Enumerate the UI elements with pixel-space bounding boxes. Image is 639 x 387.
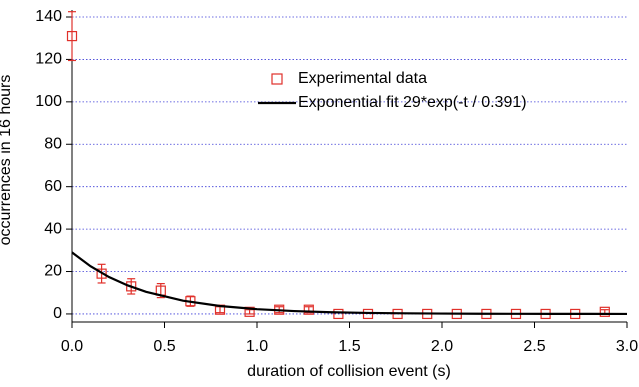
legend-marker [271, 73, 283, 85]
x-tick-label: 3.0 [616, 338, 638, 355]
data-point [244, 306, 255, 317]
error-bar [245, 309, 254, 315]
x-tick-label: 2.0 [431, 338, 453, 355]
x-tick-label: 1.5 [338, 338, 360, 355]
fit-line [71, 251, 628, 316]
y-tick-label: 0 [53, 305, 62, 322]
x-axis-label: duration of collision event (s) [247, 363, 451, 380]
data-point [126, 281, 137, 292]
x-tick-label: 0.0 [61, 338, 83, 355]
legend-label: Exponential fit 29*exp(-t / 0.391) [298, 94, 527, 111]
x-tick-label: 2.5 [523, 338, 545, 355]
y-tick-label: 120 [35, 51, 62, 68]
error-bar [68, 11, 76, 62]
x-tick-label: 0.5 [153, 338, 175, 355]
y-tick-label: 60 [44, 178, 62, 195]
y-tick-label: 20 [44, 263, 62, 280]
y-tick-label: 140 [35, 8, 62, 25]
y-tick-label: 100 [35, 93, 62, 110]
x-tick-label: 1.0 [246, 338, 268, 355]
y-axis-label: occurrences in 16 hours [0, 75, 14, 246]
y-tick-label: 80 [44, 135, 62, 152]
data-point [303, 304, 314, 315]
error-bar [216, 306, 224, 314]
data-point [599, 306, 610, 317]
legend-label: Experimental data [298, 70, 427, 87]
data-point [333, 308, 344, 320]
data-point [66, 30, 78, 42]
y-tick-label: 40 [44, 220, 62, 237]
data-point [96, 268, 107, 279]
